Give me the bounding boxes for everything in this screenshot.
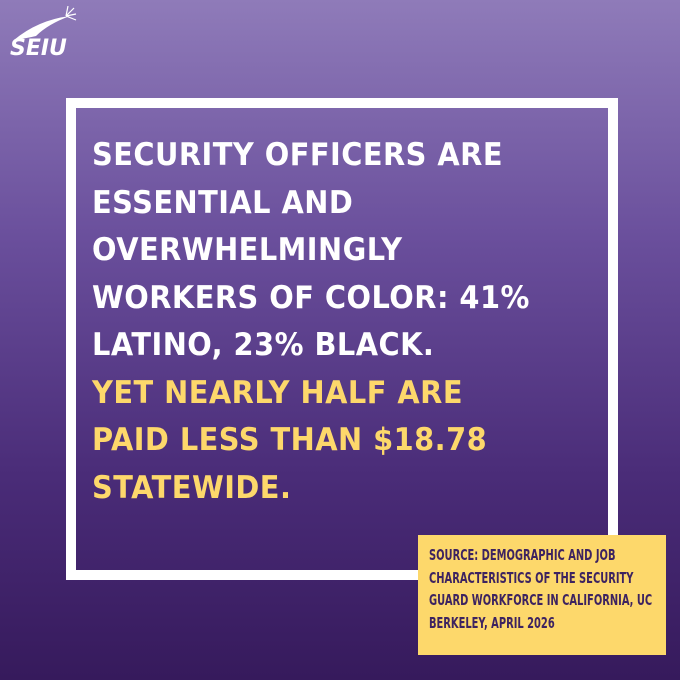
source-line: CHARACTERISTICS OF THE SECURITY xyxy=(429,568,634,587)
frame xyxy=(66,98,618,580)
headline-line: OVERWHELMINGLY xyxy=(92,232,403,268)
source-line: BERKELEY, APRIL 2026 xyxy=(429,613,555,632)
source-line: GUARD WORKFORCE IN CALIFORNIA, UC xyxy=(429,591,653,609)
headline-line: WORKERS OF COLOR: 41% xyxy=(92,279,530,316)
headline: SECURITY OFFICERS ARE ESSENTIAL AND OVERWH… xyxy=(92,132,612,512)
logo-rays xyxy=(65,6,77,21)
headline-highlight-line: STATEWIDE. xyxy=(92,469,292,506)
source-box: SOURCE: DEMOGRAPHIC AND JOB CHARACTERISTI… xyxy=(418,535,666,655)
source-line: SOURCE: DEMOGRAPHIC AND JOB xyxy=(429,546,616,564)
logo-swoosh xyxy=(14,16,70,40)
headline-line: LATINO, 23% BLACK. xyxy=(92,327,435,363)
headline-line: SECURITY OFFICERS ARE xyxy=(92,137,503,173)
logo-text: SEIU xyxy=(10,36,67,61)
logo-mark xyxy=(14,6,77,40)
headline-highlight-line: YET NEARLY HALF ARE xyxy=(92,374,463,411)
headline-line: ESSENTIAL AND xyxy=(92,184,354,221)
headline-highlight-line: PAID LESS THAN $18.78 xyxy=(92,422,488,458)
